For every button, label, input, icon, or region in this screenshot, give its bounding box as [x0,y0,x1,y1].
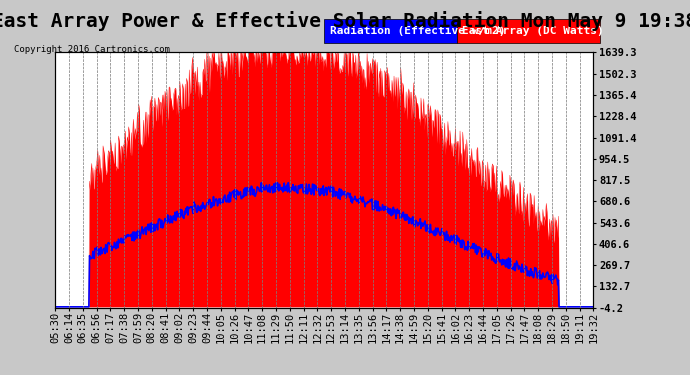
Bar [457,19,600,43]
Text: Copyright 2016 Cartronics.com: Copyright 2016 Cartronics.com [14,45,170,54]
Text: East Array Power & Effective Solar Radiation Mon May 9 19:38: East Array Power & Effective Solar Radia… [0,11,690,31]
Bar [324,19,457,43]
Text: Radiation (Effective w/m2): Radiation (Effective w/m2) [330,26,505,36]
Text: East Array (DC Watts): East Array (DC Watts) [462,26,604,36]
